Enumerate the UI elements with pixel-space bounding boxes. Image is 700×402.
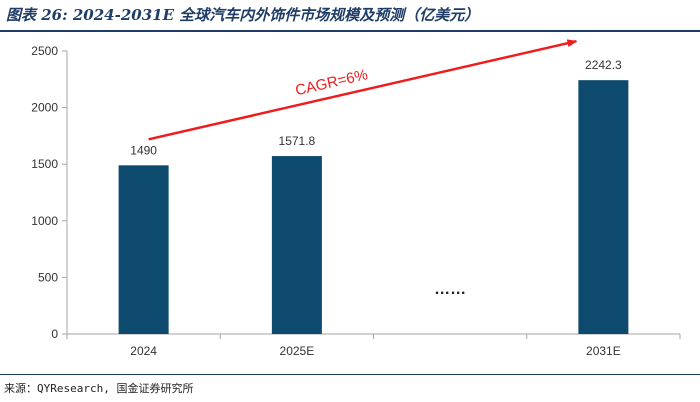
title-rule xyxy=(0,30,700,32)
data-label: 1571.8 xyxy=(279,134,316,148)
figure-title: 图表 26: 2024-2031E 全球汽车内外饰件市场规模及预测（亿美元） xyxy=(6,6,480,24)
cagr-annotation: CAGR=6% xyxy=(148,39,578,141)
bars xyxy=(118,80,629,335)
bar xyxy=(118,165,169,334)
bar xyxy=(578,80,629,335)
y-tick-label: 0 xyxy=(51,327,58,341)
cagr-label: CAGR=6% xyxy=(294,66,370,99)
y-tick-label: 1500 xyxy=(31,157,58,171)
cagr-arrow xyxy=(148,39,578,141)
bar-chart: 0 500 1000 1500 2000 2500 2024 2025E 2031E 1490… xyxy=(31,39,681,358)
y-tick-label: 500 xyxy=(38,270,58,284)
x-tick-label: 2024 xyxy=(130,344,157,358)
footer-rule xyxy=(0,374,700,375)
y-tick-label: 1000 xyxy=(31,214,58,228)
data-label: 2242.3 xyxy=(585,58,622,72)
x-tick-label: 2025E xyxy=(280,344,315,358)
x-tick-label: 2031E xyxy=(586,344,621,358)
y-tick-label: 2500 xyxy=(31,44,58,58)
ellipsis-mark: …… xyxy=(434,281,466,298)
x-axis: 2024 2025E 2031E xyxy=(66,333,681,358)
y-axis: 0 500 1000 1500 2000 2500 xyxy=(31,44,68,341)
y-tick-label: 2000 xyxy=(31,101,58,115)
data-label: 1490 xyxy=(130,143,157,157)
data-labels: 1490 1571.8 2242.3 …… xyxy=(130,58,622,298)
source-note: 来源：QYResearch, 国金证券研究所 xyxy=(4,382,194,395)
bar xyxy=(271,156,322,334)
